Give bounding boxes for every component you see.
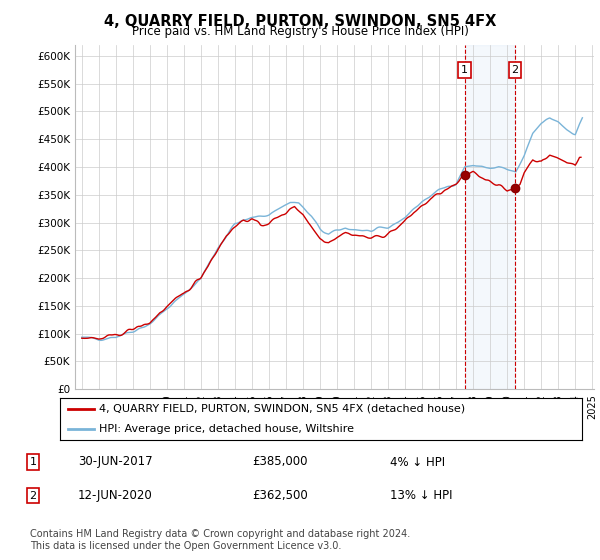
Text: 2: 2 [29,491,37,501]
Text: Price paid vs. HM Land Registry's House Price Index (HPI): Price paid vs. HM Land Registry's House … [131,25,469,38]
Text: HPI: Average price, detached house, Wiltshire: HPI: Average price, detached house, Wilt… [99,424,354,434]
Text: 2: 2 [511,65,518,75]
Text: 1: 1 [29,457,37,467]
Text: 4, QUARRY FIELD, PURTON, SWINDON, SN5 4FX (detached house): 4, QUARRY FIELD, PURTON, SWINDON, SN5 4F… [99,404,465,414]
Bar [464,45,515,389]
Text: 1: 1 [461,65,468,75]
Text: £385,000: £385,000 [252,455,308,469]
Text: 30-JUN-2017: 30-JUN-2017 [78,455,152,469]
Text: 13% ↓ HPI: 13% ↓ HPI [390,489,452,502]
Text: Contains HM Land Registry data © Crown copyright and database right 2024.
This d: Contains HM Land Registry data © Crown c… [30,529,410,551]
Text: 4% ↓ HPI: 4% ↓ HPI [390,455,445,469]
Text: 4, QUARRY FIELD, PURTON, SWINDON, SN5 4FX: 4, QUARRY FIELD, PURTON, SWINDON, SN5 4F… [104,14,496,29]
Text: 12-JUN-2020: 12-JUN-2020 [78,489,153,502]
Text: £362,500: £362,500 [252,489,308,502]
